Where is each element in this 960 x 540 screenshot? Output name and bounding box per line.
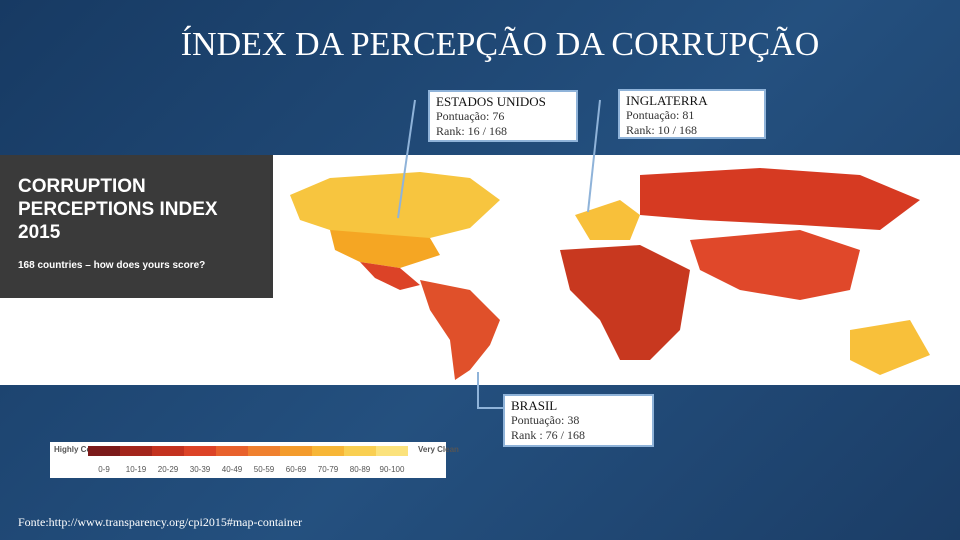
legend-range: 50-59 (254, 465, 275, 474)
callout-score: Pontuação: 76 (436, 109, 505, 123)
legend-range: 10-19 (126, 465, 147, 474)
callout-rank: Rank : 76 / 168 (511, 428, 585, 442)
asia (690, 230, 860, 300)
legend-swatch (312, 446, 344, 456)
legend-swatch (216, 446, 248, 456)
legend-range: 70-79 (318, 465, 339, 474)
callout-name: BRASIL (511, 398, 558, 413)
legend-range: 80-89 (350, 465, 371, 474)
map-header-line: PERCEPTIONS INDEX (18, 199, 218, 220)
callout-name: ESTADOS UNIDOS (436, 94, 546, 109)
map-header-line: 2015 (18, 222, 61, 243)
callout-rank: Rank: 16 / 168 (436, 124, 507, 138)
callout-rank: Rank: 10 / 168 (626, 123, 697, 137)
legend-high: Very Clean (418, 445, 459, 454)
legend-range: 60-69 (286, 465, 307, 474)
map-header-box (0, 155, 273, 298)
legend-swatch (120, 446, 152, 456)
europe (575, 200, 640, 240)
legend-swatch (184, 446, 216, 456)
legend-swatch (280, 446, 312, 456)
africa (560, 245, 690, 360)
central-america (360, 262, 420, 290)
south-america (420, 280, 500, 380)
legend-swatch (376, 446, 408, 456)
callout-name: INGLATERRA (626, 93, 708, 108)
legend-range: 40-49 (222, 465, 243, 474)
legend-swatch (344, 446, 376, 456)
usa (330, 230, 440, 268)
canada (290, 172, 500, 240)
slide-title: ÍNDEX DA PERCEPÇÃO DA CORRUPÇÃO (180, 26, 820, 63)
pointer (477, 372, 505, 409)
legend-range: 0-9 (98, 465, 110, 474)
callout: BRASIL Pontuação: 38 Rank : 76 / 168 (503, 394, 654, 447)
map-header-line: CORRUPTION (18, 176, 146, 197)
callout: INGLATERRA Pontuação: 81 Rank: 10 / 168 (618, 89, 766, 139)
map-header-subtitle: 168 countries – how does yours score? (18, 260, 205, 271)
callout-score: Pontuação: 38 (511, 413, 580, 427)
source: Fonte:http://www.transparency.org/cpi201… (18, 515, 303, 529)
callout-score: Pontuação: 81 (626, 108, 695, 122)
legend-range: 30-39 (190, 465, 211, 474)
legend-swatch (248, 446, 280, 456)
legend-swatch (88, 446, 120, 456)
russia (640, 168, 920, 230)
australia (850, 320, 930, 375)
pointer (587, 99, 601, 213)
callout: ESTADOS UNIDOS Pontuação: 76 Rank: 16 / … (428, 90, 578, 142)
pointer (397, 99, 416, 219)
legend-range: 20-29 (158, 465, 179, 474)
legend-range: 90-100 (380, 465, 405, 474)
legend-low: Highly Corrupt (54, 445, 110, 454)
legend-swatch (152, 446, 184, 456)
